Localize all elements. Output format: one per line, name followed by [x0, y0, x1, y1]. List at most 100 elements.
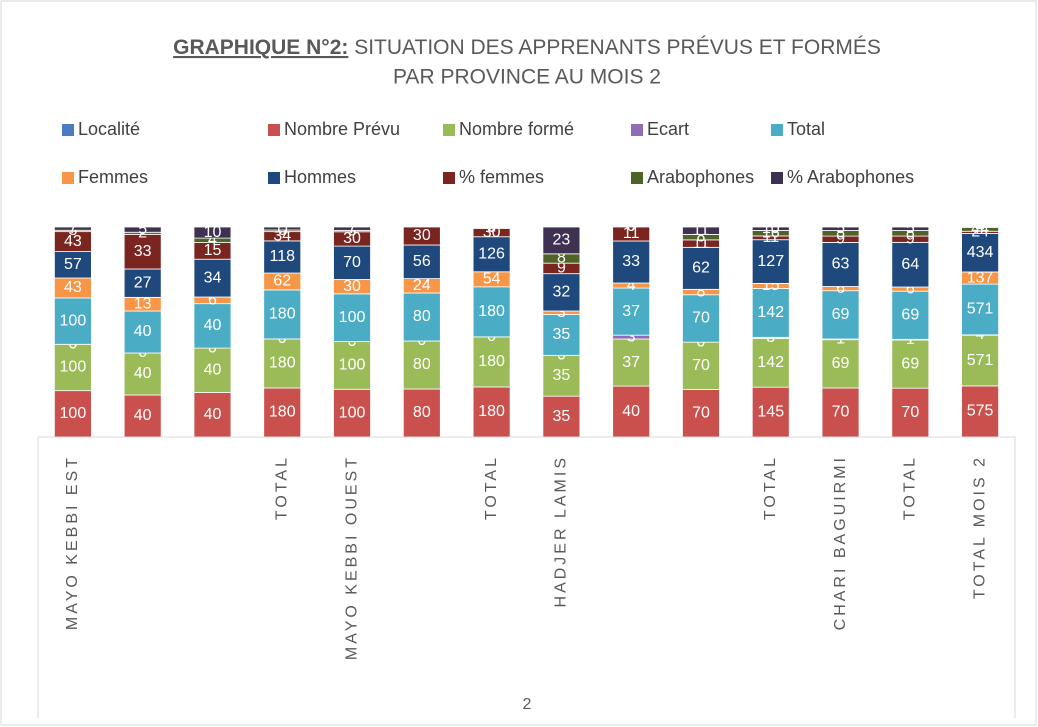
legend-label: Localité	[78, 119, 140, 139]
data-label: 40	[134, 407, 152, 424]
legend-label: Arabophones	[647, 167, 754, 187]
data-label: 10	[762, 220, 780, 237]
data-label: 69	[901, 306, 919, 323]
data-label: 137	[967, 269, 994, 286]
bar-segment	[682, 246, 720, 290]
data-label: 180	[478, 403, 505, 420]
bar-segment	[402, 340, 441, 390]
data-label: 40	[204, 406, 222, 423]
data-label: 62	[273, 273, 291, 290]
data-label: 43	[64, 279, 82, 296]
legend-label: Femmes	[78, 167, 148, 187]
bar-segment	[961, 232, 1000, 273]
data-label: 70	[343, 254, 361, 271]
bar-segment	[333, 227, 371, 231]
legend-swatch	[443, 172, 455, 184]
bar-segment	[333, 341, 371, 390]
legend-swatch	[631, 124, 643, 136]
bar-segment	[821, 339, 860, 389]
data-label: 40	[622, 403, 640, 420]
x-tick-label: CHARI BAGUIRMI	[832, 455, 849, 630]
bar-segment	[542, 314, 581, 356]
bar-segment	[123, 394, 162, 438]
data-label: 30	[483, 224, 501, 241]
data-label: 15	[204, 242, 222, 259]
data-label: 434	[967, 244, 994, 261]
legend-swatch	[268, 172, 280, 184]
data-label: 4	[208, 232, 217, 249]
data-label: 100	[60, 405, 87, 422]
data-label: 54	[483, 271, 501, 288]
data-label: 3	[487, 219, 496, 236]
data-label: 69	[832, 355, 850, 372]
data-label: 142	[757, 304, 784, 321]
data-label: 8	[557, 250, 566, 267]
data-label: 142	[757, 354, 784, 371]
data-label: 180	[478, 353, 505, 370]
data-label: 8	[906, 224, 915, 241]
data-label: 40	[134, 365, 152, 382]
data-label: 5	[138, 221, 147, 238]
data-label: 6	[208, 292, 217, 309]
data-label: 3	[557, 304, 566, 321]
data-label: 80	[413, 356, 431, 373]
data-label: 37	[622, 303, 640, 320]
data-label: 27	[134, 274, 152, 291]
data-label: 100	[339, 357, 366, 374]
title-prefix: GRAPHIQUE N°2:	[173, 36, 348, 59]
bar-segment	[612, 240, 651, 284]
legend-swatch	[268, 124, 280, 136]
data-label: 44	[971, 221, 989, 238]
x-tick-label: TOTAL MOIS 2	[971, 455, 988, 599]
data-label: 70	[692, 310, 710, 327]
bar-segment	[682, 294, 720, 343]
data-label: 11	[693, 222, 710, 239]
bar-segment	[123, 227, 162, 233]
legend-label: Ecart	[647, 119, 689, 139]
bar-segment	[891, 387, 930, 438]
legend-label: Nombre formé	[459, 119, 574, 139]
legend-label: % Arabophones	[787, 167, 914, 187]
data-label: 70	[692, 357, 710, 374]
data-label: 40	[204, 317, 222, 334]
data-label: 6	[836, 280, 845, 297]
chart-title: GRAPHIQUE N°2: SITUATION DES APPRENANTS …	[173, 36, 881, 59]
bar-segment	[193, 227, 232, 239]
bar-segment	[263, 227, 302, 231]
bar-segment	[472, 286, 511, 338]
data-label: 40	[134, 323, 152, 340]
x-tick-label: TOTAL	[273, 455, 290, 520]
bar-segment	[193, 258, 232, 298]
data-label: 57	[64, 256, 82, 273]
bar-segment	[891, 241, 930, 288]
data-label: 180	[269, 306, 296, 323]
x-tick-label: TOTAL	[762, 455, 779, 520]
data-label: 5	[906, 220, 915, 237]
bar-segment	[123, 310, 162, 354]
group-label: 2	[523, 696, 532, 713]
bar-segment	[961, 283, 1000, 336]
data-label: 126	[478, 245, 505, 262]
bar-segment	[472, 336, 511, 388]
bar-segment	[891, 339, 930, 389]
data-label: 63	[832, 256, 850, 273]
data-label: 7	[348, 220, 357, 237]
data-label: 2	[138, 225, 147, 242]
bar-segment	[821, 241, 860, 287]
bar-segment	[751, 239, 790, 284]
bar-segment	[472, 236, 511, 273]
plot-area: 0100100010043574337040400401327332504040…	[53, 218, 1000, 445]
data-label: 30	[343, 230, 361, 247]
data-label: 2	[487, 218, 496, 235]
data-label: 180	[269, 404, 296, 421]
data-label: 69	[832, 306, 850, 323]
bar-segment	[333, 245, 371, 280]
data-label: 70	[901, 404, 919, 421]
bar-segment	[821, 227, 860, 231]
data-label: 40	[204, 362, 222, 379]
data-label: 11	[274, 220, 291, 237]
bar-segment	[891, 290, 930, 340]
data-label: 180	[269, 355, 296, 372]
